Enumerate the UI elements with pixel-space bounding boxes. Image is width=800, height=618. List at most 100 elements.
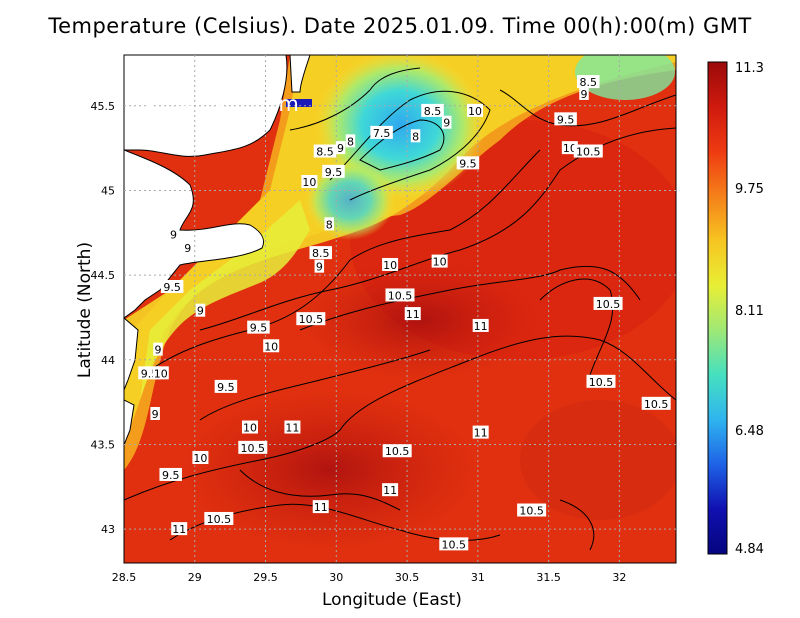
contour-label-text: 11 [383, 484, 397, 497]
contour-label-text: 9.5 [217, 381, 235, 394]
contour-label: 9.5 [159, 467, 182, 482]
contour-label-text: 8 [347, 135, 354, 148]
contour-label-text: 8.5 [312, 247, 330, 260]
x-axis-ticks: 28.5 29 29.5 30 30.5 31 31.5 32 [112, 571, 627, 584]
contour-label: 9.5 [214, 379, 238, 394]
contour-label: 8 [410, 129, 421, 143]
contour-label: 10.5 [204, 511, 234, 526]
contour-label: 10.5 [238, 440, 268, 455]
x-tick-label: 29 [188, 571, 202, 584]
contour-label: 8.5 [313, 144, 337, 159]
contour-label-text: 8.5 [424, 105, 442, 118]
contour-label-text: 10 [264, 340, 278, 353]
colorbar-label-2: 9.75 [735, 182, 764, 197]
contour-label: 9 [195, 303, 206, 318]
y-axis-ticks: 43 43.5 44 44.5 45 45.5 [91, 100, 116, 536]
colorbar-label-4: 6.48 [735, 424, 764, 439]
contour-label-text: 10.5 [589, 376, 614, 389]
contour-label: 10.5 [382, 444, 412, 458]
contour-label: 11 [312, 500, 329, 514]
contour-label-text: 10 [468, 105, 482, 118]
contour-label: 9 [168, 227, 179, 241]
colorbar-label-3: 8.11 [735, 304, 764, 319]
contour-label-text: 9.5 [163, 281, 181, 294]
contour-label: 9 [314, 259, 325, 274]
contour-label: 10 [431, 254, 448, 269]
y-tick-label: 45 [101, 184, 115, 197]
colorbar-label-min: 4.84 [735, 542, 764, 557]
contour-label-text: 10.5 [519, 505, 544, 518]
contour-label-text: 10 [383, 259, 397, 272]
contour-label-text: 10 [563, 142, 577, 155]
x-tick-label: 28.5 [112, 571, 137, 584]
contour-label: 10.5 [586, 374, 616, 389]
contour-label: 9 [153, 342, 163, 357]
contour-label: 8.5 [309, 246, 332, 260]
temperature-field [124, 55, 676, 563]
contour-label-text: 9.5 [162, 469, 180, 482]
contour-label-text: 10.5 [385, 445, 410, 458]
contour-label-text: 10.5 [596, 298, 621, 311]
contour-label-text: 9 [581, 88, 588, 101]
contour-label-text: 10 [243, 422, 257, 435]
colorbar [707, 61, 728, 555]
x-tick-label: 29.5 [253, 571, 278, 584]
x-tick-label: 30 [329, 571, 343, 584]
contour-label-text: 9.5 [459, 157, 477, 170]
contour-label: 10 [301, 175, 318, 189]
contour-label-text: 11 [314, 501, 328, 514]
y-tick-label: 44.5 [91, 269, 116, 282]
contour-label-text: 10 [302, 176, 316, 189]
contour-label: 9.5 [322, 164, 345, 179]
contour-label-text: 9 [197, 305, 204, 318]
contour-label-text: 9 [443, 117, 450, 130]
contour-label-text: 10 [154, 367, 168, 380]
contour-label: 10 [467, 103, 484, 118]
contour-label: 10.5 [641, 396, 671, 411]
contour-label-text: 9 [316, 261, 323, 274]
contour-label: 10 [241, 420, 258, 435]
contour-label-text: 10.5 [207, 513, 232, 526]
contour-label: 10 [152, 366, 169, 380]
y-tick-label: 45.5 [91, 100, 116, 113]
y-tick-label: 44 [101, 354, 115, 367]
contour-label: 7.5 [370, 125, 393, 140]
contour-label-text: 10.5 [241, 442, 266, 455]
y-tick-label: 43 [101, 523, 115, 536]
contour-label-text: 10.5 [299, 313, 324, 326]
contour-label: 9 [150, 406, 160, 421]
contour-label-text: 9 [184, 242, 191, 255]
contour-label-text: 10.5 [388, 289, 413, 302]
contour-label: 11 [382, 483, 399, 497]
coldest-spot [286, 99, 312, 107]
contour-label: 10 [192, 451, 209, 465]
contour-label-text: 11 [474, 320, 488, 333]
contour-label-text: 11 [406, 308, 420, 321]
colorbar-label-max: 11.3 [735, 61, 764, 76]
y-tick-label: 43.5 [91, 438, 116, 451]
contour-label-text: 10 [193, 452, 207, 465]
contour-label: 8 [324, 217, 334, 231]
contour-label: 10.5 [296, 312, 326, 326]
contour-label: 9 [579, 86, 589, 101]
contour-label: 11 [472, 318, 489, 333]
contour-label-text: 8.5 [579, 76, 597, 89]
depth-label: Z = 2.5 m [145, 92, 305, 116]
contour-label: 10.5 [385, 288, 415, 302]
contour-label-text: 9 [154, 344, 161, 357]
y-axis-title: Latitude (North) [75, 241, 95, 379]
contour-label: 8.5 [576, 75, 600, 89]
contour-label-text: 10.5 [576, 146, 601, 159]
contour-label: 9 [182, 241, 193, 255]
contour-label-text: 8 [412, 130, 419, 143]
contour-label-text: 11 [285, 422, 299, 435]
contour-label-text: 8 [326, 218, 333, 231]
contour-label-text: 10 [433, 256, 447, 269]
contour-label-text: 9 [152, 408, 159, 421]
contour-label-text: 9 [170, 228, 177, 241]
contour-label: 9.5 [160, 279, 184, 294]
contour-label: 11 [404, 307, 421, 321]
plot-frame [123, 54, 677, 564]
